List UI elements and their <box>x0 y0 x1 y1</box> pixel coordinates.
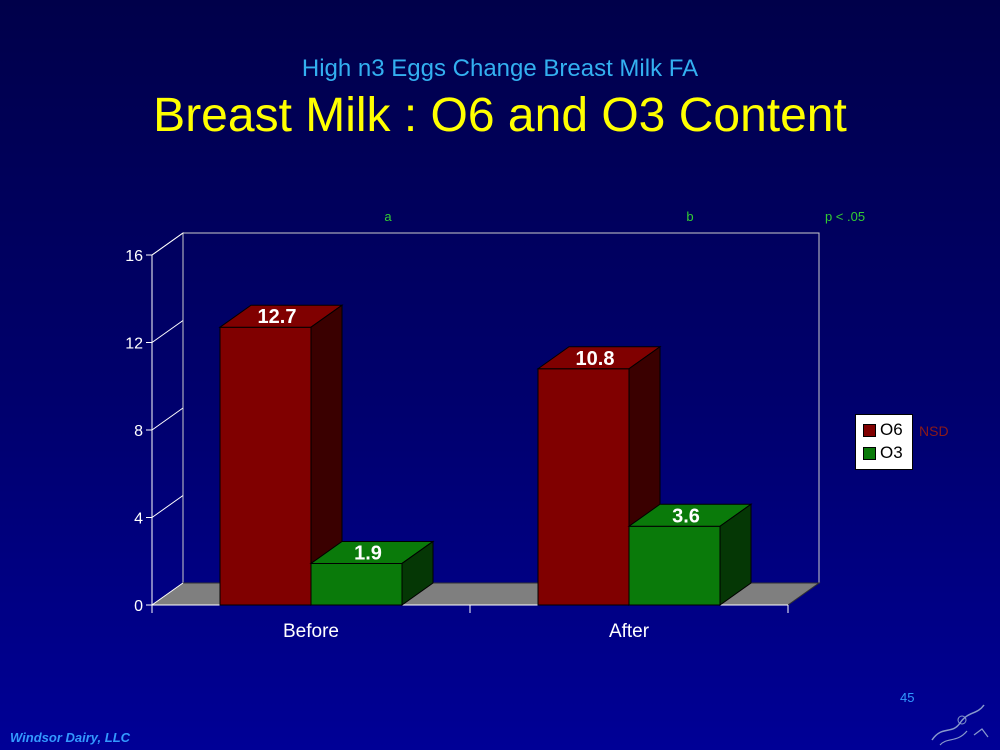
bar-side <box>719 503 752 606</box>
annotation-p: p < .05 <box>825 209 865 224</box>
chart-legend: O6 O3 <box>855 414 913 470</box>
data-label: 1.9 <box>354 542 382 564</box>
x-category-label: Before <box>283 621 339 642</box>
y-tick-diag <box>151 407 184 431</box>
legend-item-o3: O3 <box>863 443 903 463</box>
y-tick-diag <box>151 232 184 256</box>
bar-o6-before <box>218 304 344 606</box>
legend-swatch-o3 <box>863 446 876 460</box>
bar-side <box>401 540 434 606</box>
nsd-annotation: NSD <box>919 423 949 439</box>
legend-item-o6: O6 <box>863 420 903 440</box>
slide-title: Breast Milk : O6 and O3 Content <box>153 89 847 142</box>
bar-o6-after <box>536 345 662 606</box>
y-tick-diag <box>151 495 184 518</box>
footer-company: Windsor Dairy, LLC <box>10 730 131 745</box>
y-tick-label: 4 <box>134 511 143 528</box>
bar-front <box>628 525 721 606</box>
page-number: 45 <box>900 690 915 705</box>
y-tick-diag <box>151 320 184 343</box>
y-tick-label: 16 <box>125 248 143 265</box>
data-label: 3.6 <box>672 505 700 527</box>
annotation-a: a <box>384 209 392 224</box>
bar-front <box>537 368 630 606</box>
bar-o3-before <box>309 540 435 606</box>
legend-label-o6: O6 <box>880 420 903 439</box>
bar-front <box>219 326 312 606</box>
logo-sketch-icon <box>931 704 989 746</box>
slide-subtitle: High n3 Eggs Change Breast Milk FA <box>301 55 699 82</box>
data-label: 12.7 <box>258 306 297 328</box>
data-label: 10.8 <box>576 348 615 370</box>
y-tick-diag <box>151 582 184 606</box>
y-tick-label: 12 <box>125 336 143 353</box>
y-tick-label: 0 <box>134 598 143 615</box>
legend-label-o3: O3 <box>880 443 903 462</box>
y-tick-label: 8 <box>134 423 143 440</box>
x-category-label: After <box>609 621 650 642</box>
legend-swatch-o6 <box>863 423 876 437</box>
annotation-b: b <box>686 209 693 224</box>
bar-front <box>310 562 403 606</box>
bar-o3-after <box>627 503 753 606</box>
